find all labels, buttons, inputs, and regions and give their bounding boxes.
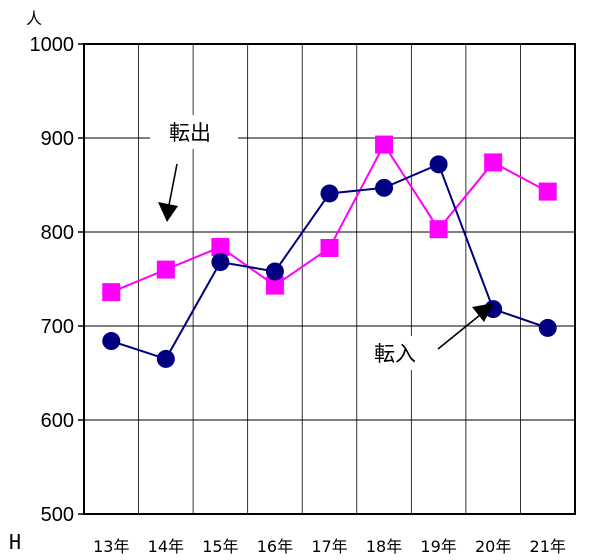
annotation-inflow-arrowhead <box>472 303 494 322</box>
data-point-circle <box>429 155 448 174</box>
annotation-inflow: 転入 <box>362 303 494 370</box>
annotation-outflow-label: 転出 <box>169 121 211 145</box>
y-axis-ticks: 500 600 700 800 900 1000 <box>30 34 84 526</box>
annotation-inflow-arrow <box>437 314 481 350</box>
data-point-circle <box>538 318 557 337</box>
data-point-square <box>538 182 557 201</box>
y-tick-label: 800 <box>41 222 74 244</box>
gridlines <box>84 44 575 514</box>
series-inflow <box>102 155 557 368</box>
x-axis-ticks: 13年 14年 15年 16年 17年 18年 19年 20年 21年 <box>93 537 566 556</box>
series-outflow <box>102 135 557 302</box>
data-point-square <box>375 135 394 154</box>
x-axis-era-prefix: H <box>9 530 21 554</box>
data-point-circle <box>102 332 121 351</box>
data-point-circle <box>156 349 175 368</box>
data-point-square <box>320 238 339 257</box>
unit-label: 人 <box>26 9 42 28</box>
data-point-square <box>156 260 175 279</box>
data-point-circle <box>375 178 394 197</box>
x-tick-label: 20年 <box>475 537 511 556</box>
y-tick-label: 600 <box>41 410 74 432</box>
x-tick-label: 14年 <box>148 537 184 556</box>
x-tick-label: 18年 <box>366 537 402 556</box>
plot-area-frame <box>83 43 576 515</box>
x-tick-label: 21年 <box>530 537 566 556</box>
x-tick-label: 13年 <box>93 537 129 556</box>
y-tick-label: 500 <box>41 504 74 526</box>
y-tick-label: 900 <box>41 128 74 150</box>
y-tick-label: 1000 <box>30 34 75 56</box>
annotation-inflow-label: 転入 <box>374 342 416 366</box>
data-point-square <box>484 153 503 172</box>
data-point-square <box>102 283 121 302</box>
x-tick-label: 16年 <box>257 537 293 556</box>
annotation-outflow: 転出 <box>150 115 238 222</box>
data-point-square <box>211 238 230 257</box>
x-tick-label: 19年 <box>420 537 456 556</box>
data-point-circle <box>265 262 284 281</box>
x-tick-label: 17年 <box>311 537 347 556</box>
data-point-square <box>429 220 448 239</box>
y-tick-label: 700 <box>41 316 74 338</box>
data-point-square <box>265 276 284 295</box>
x-tick-label: 15年 <box>202 537 238 556</box>
data-point-circle <box>211 253 230 272</box>
annotation-outflow-arrow <box>168 163 178 206</box>
annotation-outflow-arrowhead <box>158 202 178 222</box>
series-group <box>102 135 557 368</box>
data-point-circle <box>320 184 339 203</box>
